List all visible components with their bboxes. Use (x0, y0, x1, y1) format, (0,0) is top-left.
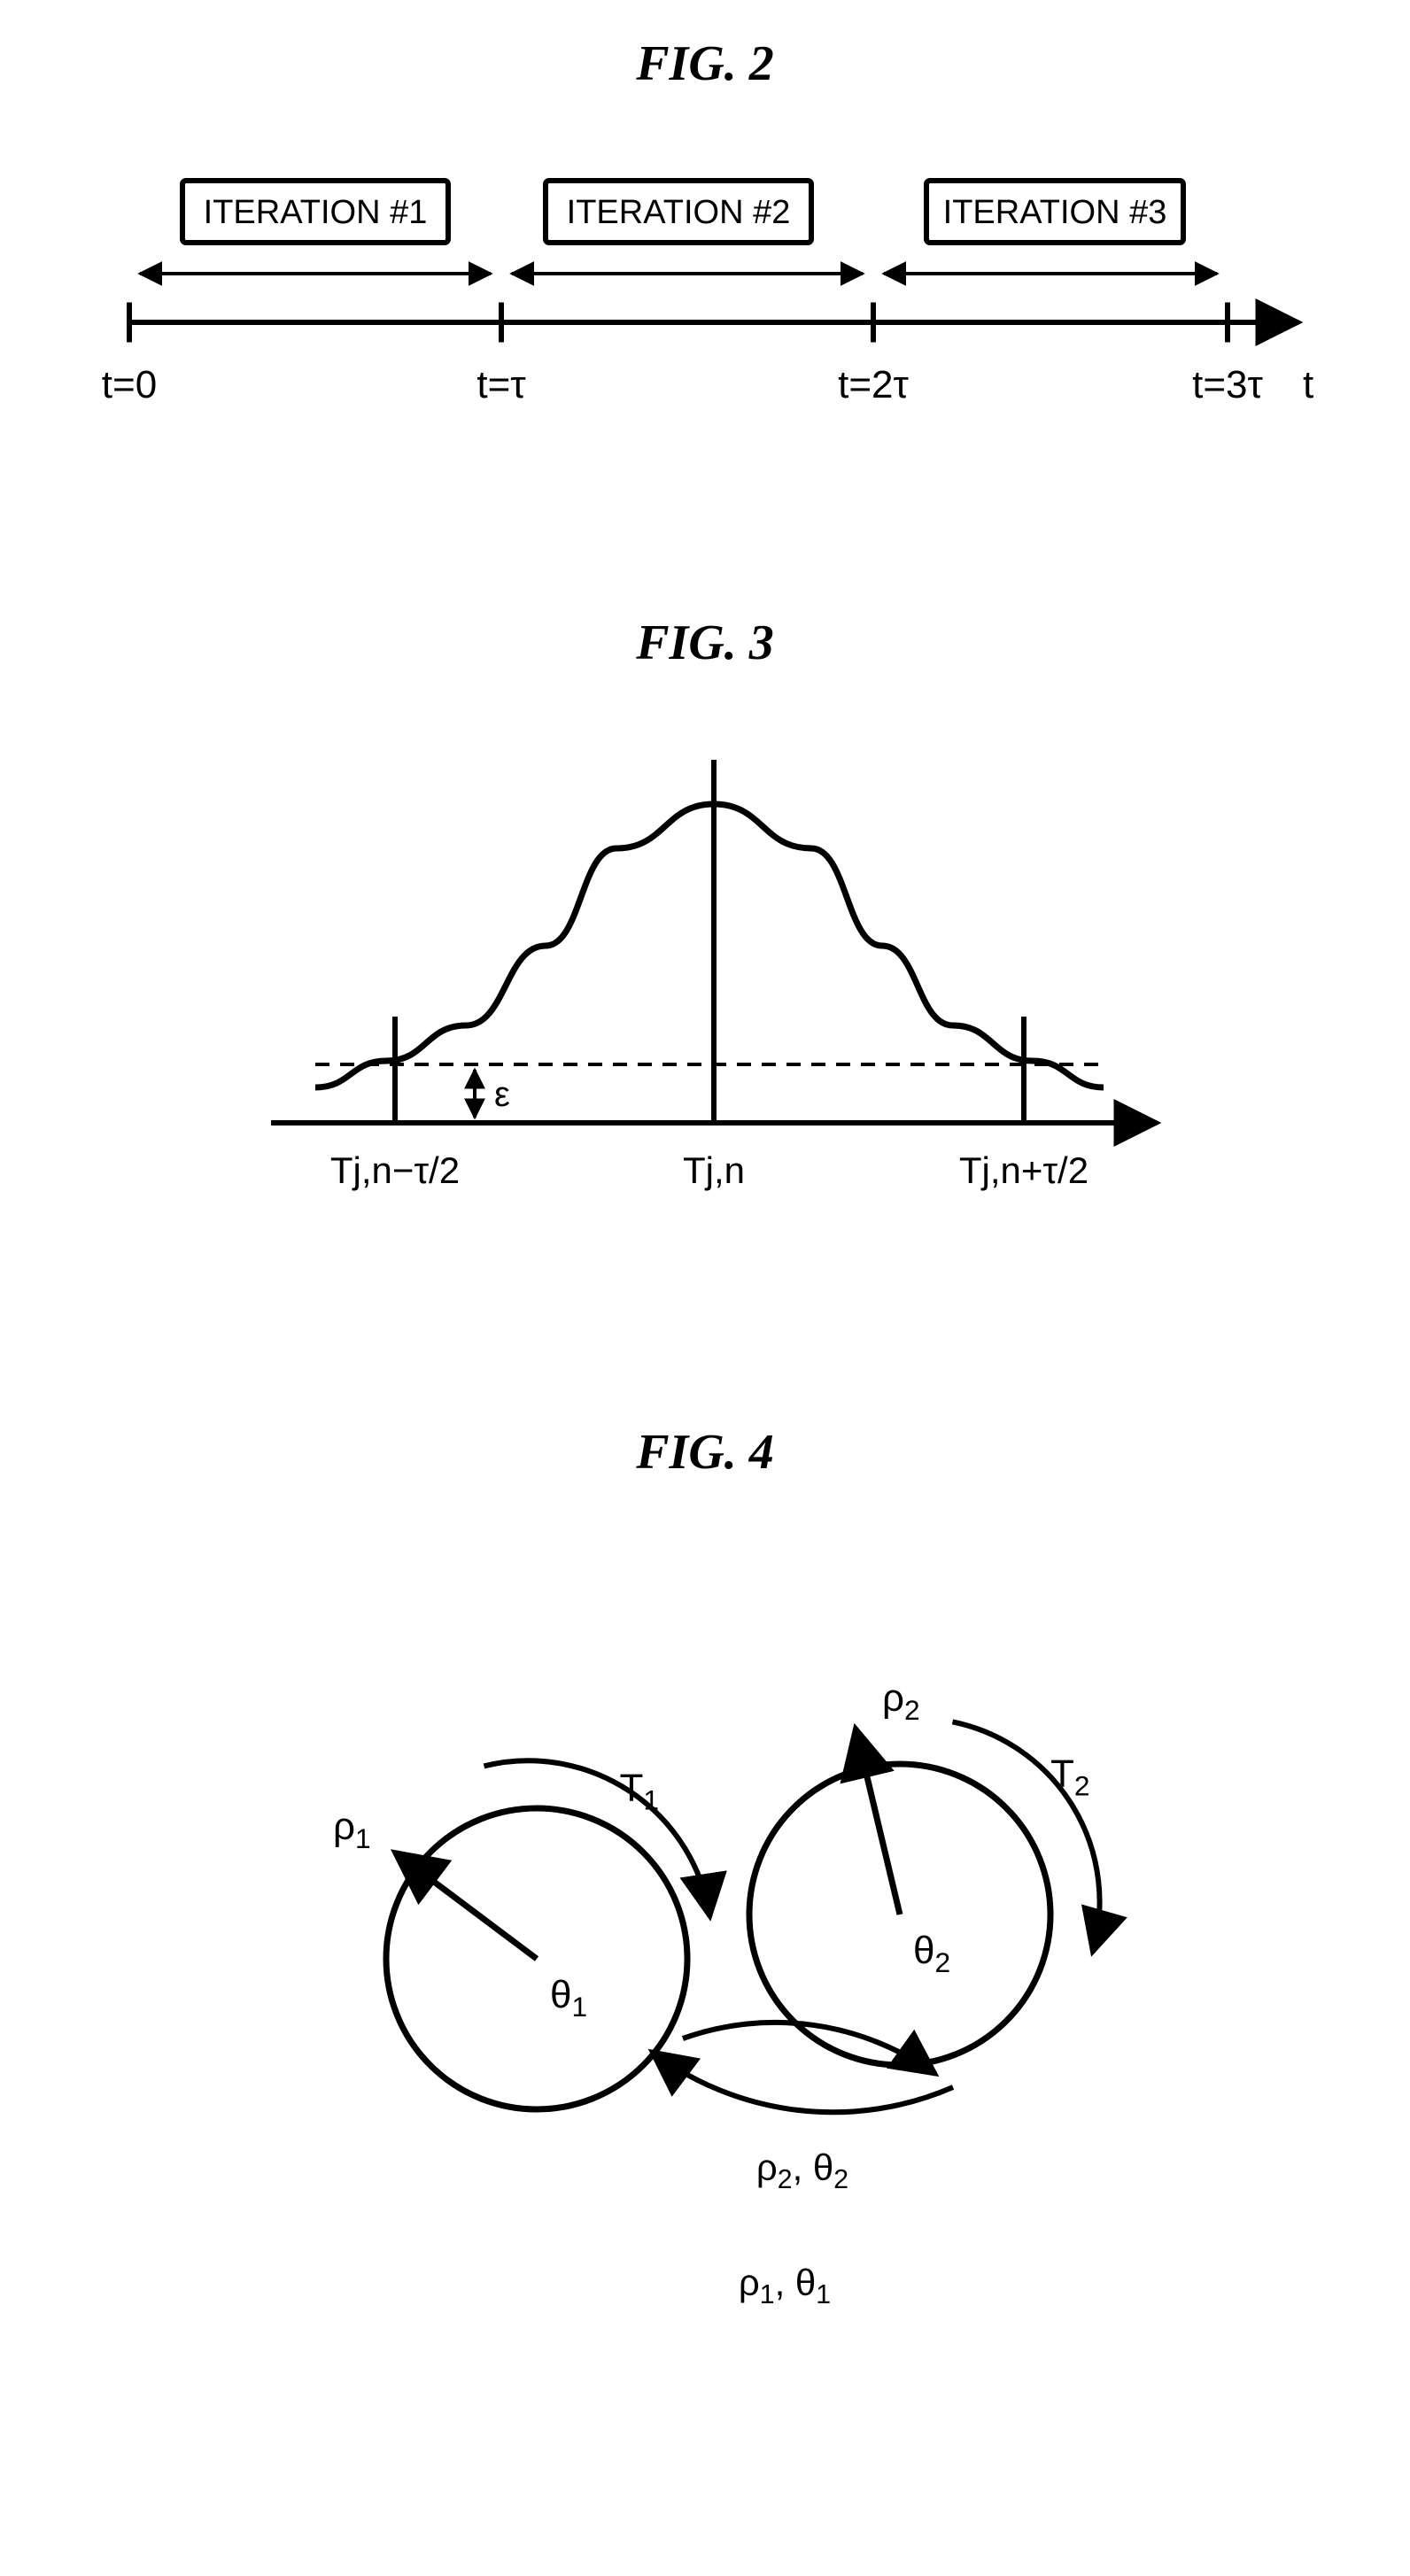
fig4-theta1-label: θ1 (550, 1973, 587, 2023)
fig2-iteration-label: ITERATION #1 (204, 194, 428, 231)
fig4-conn-bot-arc (652, 2052, 953, 2112)
fig4-rho1-end-label: ρ1 (333, 1805, 371, 1854)
figure-2-svg-wrap: t=0 t=τ t=2τ t=3τ t ITERATION #1 ITERATION #2 I… (0, 172, 1410, 437)
figure-3-title: FIG. 3 (0, 615, 1410, 671)
figure-4: FIG. 4 ρ1 ρ2 θ1 θ2 T1 T2 ρ2, θ2 ρ1, θ1 (0, 1424, 1410, 2357)
fig3-epsilon-label: ε (494, 1075, 510, 1114)
figure-4-svg: ρ1 ρ2 θ1 θ2 T1 T2 ρ2, θ2 ρ1, θ1 (236, 1560, 1174, 2357)
figure-2: FIG. 2 t=0 t=τ t=2τ t=3τ t ITERATION #1 ITERAT… (0, 35, 1410, 437)
fig4-rho1-vector (395, 1853, 537, 1959)
fig3-right-label: Tj,n+τ/2 (959, 1149, 1088, 1191)
fig2-tick-label: t=3τ (1192, 363, 1263, 406)
fig2-tick-label: t=0 (102, 363, 157, 406)
fig4-t1-label: T1 (620, 1767, 660, 1816)
fig4-rho2-vector (856, 1729, 900, 1915)
fig4-rho2-end-label: ρ2 (882, 1676, 920, 1726)
fig3-center-label: Tj,n (683, 1149, 745, 1191)
fig3-bell-curve (315, 804, 1104, 1087)
fig2-tick-label: t=τ (476, 363, 526, 406)
figure-3: FIG. 3 ε Tj,n−τ/2 Tj,n Tj,n+τ/2 (0, 615, 1410, 1247)
figure-2-title: FIG. 2 (0, 35, 1410, 92)
figure-4-svg-wrap: ρ1 ρ2 θ1 θ2 T1 T2 ρ2, θ2 ρ1, θ1 (0, 1560, 1410, 2357)
fig4-t2-label: T2 (1050, 1752, 1090, 1802)
fig4-conn-top-label: ρ2, θ2 (756, 2147, 848, 2194)
figure-3-svg: ε Tj,n−τ/2 Tj,n Tj,n+τ/2 (236, 751, 1174, 1247)
fig2-tick-label: t=2τ (838, 363, 909, 406)
fig4-conn-bot-label: ρ1, θ1 (739, 2262, 831, 2309)
figure-3-svg-wrap: ε Tj,n−τ/2 Tj,n Tj,n+τ/2 (0, 751, 1410, 1247)
fig3-left-label: Tj,n−τ/2 (330, 1149, 460, 1191)
fig2-iteration-label: ITERATION #3 (943, 194, 1167, 231)
fig2-iteration-label: ITERATION #2 (567, 194, 791, 231)
fig4-t1-arc (484, 1760, 710, 1916)
fig4-theta2-label: θ2 (913, 1929, 950, 1978)
fig2-axis-end-label: t (1303, 363, 1313, 406)
figure-2-svg: t=0 t=τ t=2τ t=3τ t ITERATION #1 ITERATION #2 I… (76, 172, 1334, 437)
figure-4-title: FIG. 4 (0, 1424, 1410, 1481)
